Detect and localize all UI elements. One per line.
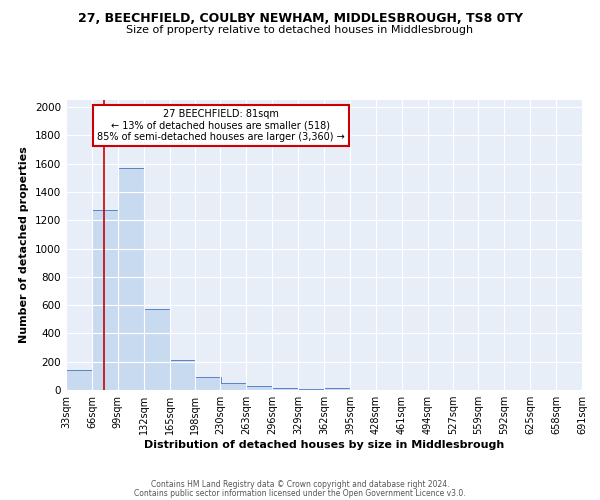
Bar: [118, 168, 143, 390]
Y-axis label: Number of detached properties: Number of detached properties: [19, 146, 29, 344]
Bar: [170, 360, 196, 390]
Bar: [220, 383, 247, 390]
Bar: [272, 388, 298, 390]
Text: Size of property relative to detached houses in Middlesbrough: Size of property relative to detached ho…: [127, 25, 473, 35]
X-axis label: Distribution of detached houses by size in Middlesbrough: Distribution of detached houses by size …: [144, 440, 504, 450]
Text: 27 BEECHFIELD: 81sqm
← 13% of detached houses are smaller (518)
85% of semi-deta: 27 BEECHFIELD: 81sqm ← 13% of detached h…: [97, 108, 344, 142]
Bar: [92, 210, 118, 390]
Text: Contains HM Land Registry data © Crown copyright and database right 2024.: Contains HM Land Registry data © Crown c…: [151, 480, 449, 489]
Bar: [247, 386, 272, 390]
Text: 27, BEECHFIELD, COULBY NEWHAM, MIDDLESBROUGH, TS8 0TY: 27, BEECHFIELD, COULBY NEWHAM, MIDDLESBR…: [77, 12, 523, 26]
Bar: [66, 370, 92, 390]
Bar: [324, 388, 350, 390]
Bar: [143, 310, 170, 390]
Bar: [196, 376, 221, 390]
Text: Contains public sector information licensed under the Open Government Licence v3: Contains public sector information licen…: [134, 488, 466, 498]
